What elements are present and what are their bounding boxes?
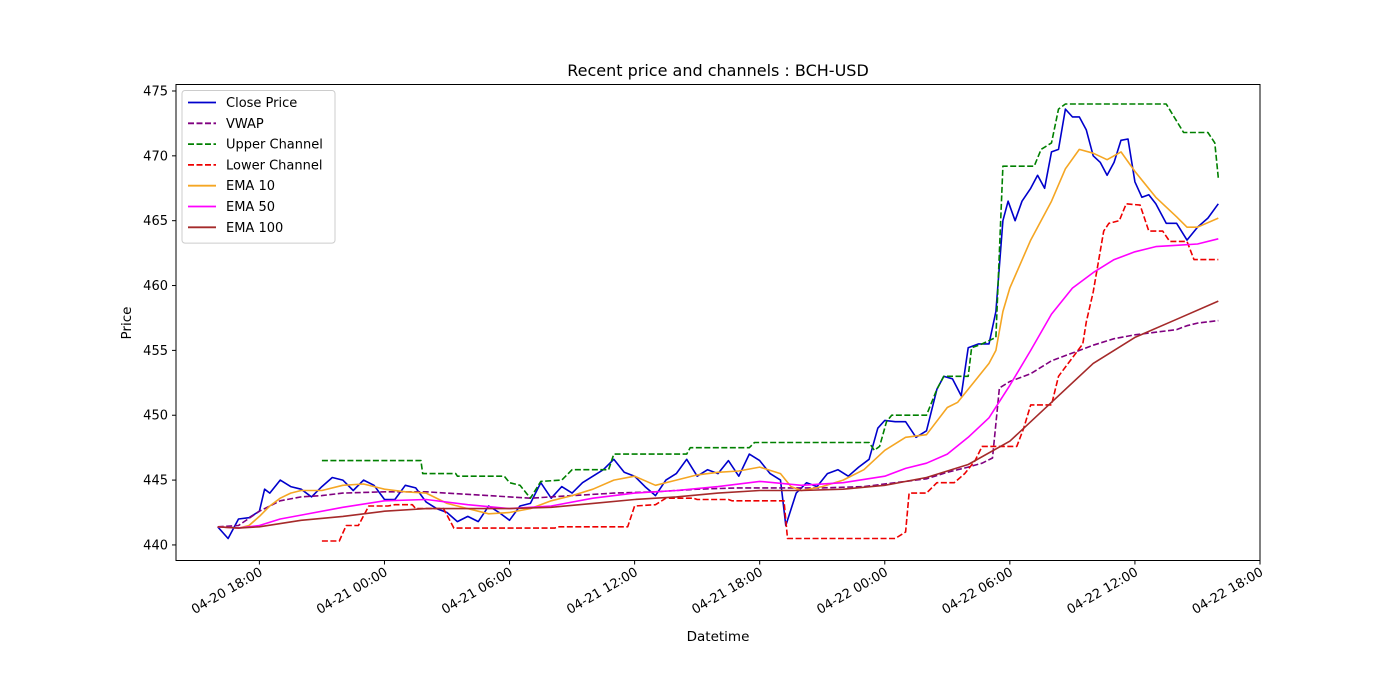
y-tick-label: 470 <box>143 149 168 164</box>
y-tick-label: 445 <box>143 474 168 489</box>
x-tick-label: 04-22 12:00 <box>1065 565 1141 618</box>
legend-label: Close Price <box>226 96 297 111</box>
x-axis-label: Datetime <box>687 629 750 645</box>
legend-label: EMA 10 <box>226 179 275 194</box>
legend: Close Price VWAP Upper Channel Lower Channe… <box>181 90 336 244</box>
legend-label: Lower Channel <box>226 158 322 173</box>
series-line-vwap <box>217 319 1219 528</box>
x-tick-label: 04-22 18:00 <box>1190 565 1266 618</box>
x-axis: 04-20 18:00 04-21 00:00 04-21 06:00 04-21 1… <box>189 560 1266 618</box>
y-tick-label: 460 <box>143 279 168 294</box>
y-axis: 440 445 450 455 460 465 470 475 <box>143 84 176 553</box>
chart-title: Recent price and channels : BCH-USD <box>567 61 869 80</box>
y-tick-label: 455 <box>143 344 168 359</box>
x-tick-label: 04-22 00:00 <box>815 565 891 618</box>
legend-box <box>181 90 336 244</box>
x-tick-label: 04-21 00:00 <box>314 565 390 618</box>
x-tick-label: 04-21 18:00 <box>689 565 765 618</box>
x-tick-label: 04-20 18:00 <box>189 565 265 618</box>
y-tick-label: 475 <box>143 84 168 99</box>
legend-label: VWAP <box>226 117 264 132</box>
y-tick-label: 465 <box>143 214 168 229</box>
plot-area <box>217 103 1220 542</box>
series-line-ema-50 <box>217 238 1219 529</box>
legend-label: EMA 100 <box>226 221 283 236</box>
legend-label: Upper Channel <box>226 138 323 153</box>
y-axis-label: Price <box>119 307 135 340</box>
series-line-upper-channel <box>321 103 1220 500</box>
series-line-close-price <box>217 108 1219 540</box>
legend-label: EMA 50 <box>226 200 275 215</box>
x-tick-label: 04-21 06:00 <box>439 565 515 618</box>
y-tick-label: 440 <box>143 538 168 553</box>
series-line-ema-10 <box>217 148 1219 529</box>
series-line-ema-100 <box>217 300 1219 529</box>
x-tick-label: 04-21 12:00 <box>564 565 640 618</box>
x-tick-label: 04-22 06:00 <box>940 565 1016 618</box>
plot-frame <box>175 84 1261 561</box>
y-tick-label: 450 <box>143 409 168 424</box>
